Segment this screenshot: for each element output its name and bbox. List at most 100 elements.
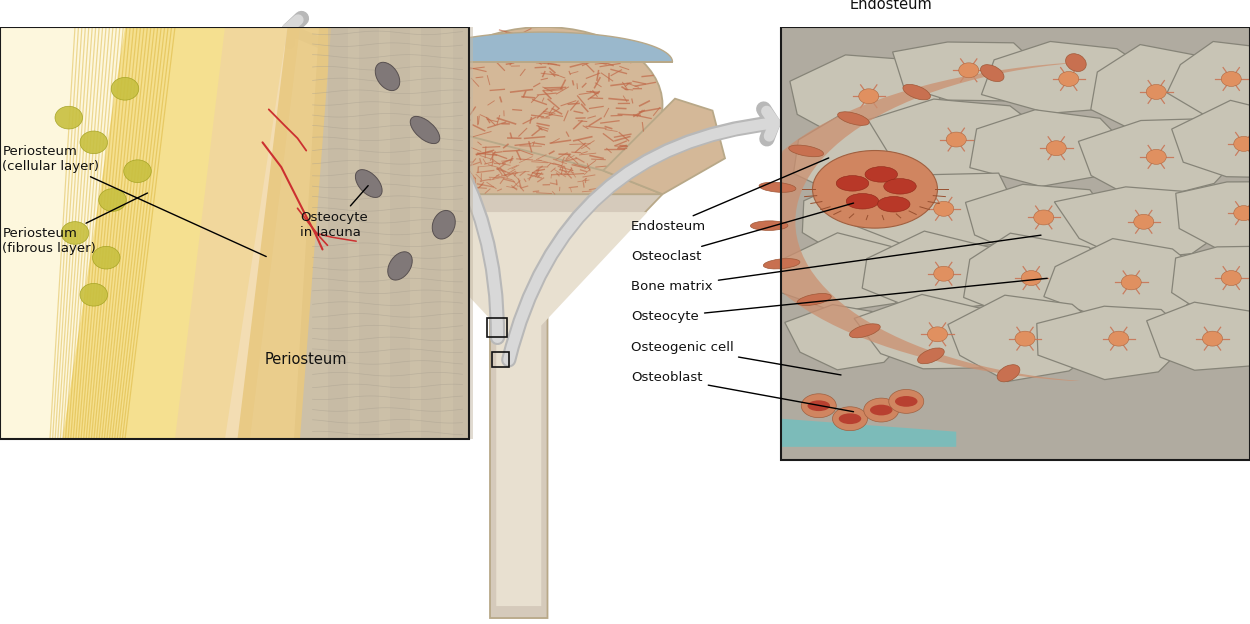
Polygon shape [892,42,1042,101]
Ellipse shape [1234,206,1250,221]
Polygon shape [328,27,348,439]
Polygon shape [1091,44,1236,133]
Polygon shape [1044,238,1214,324]
Polygon shape [781,419,956,447]
Ellipse shape [934,202,954,217]
Polygon shape [1146,302,1250,370]
Circle shape [865,167,897,182]
Polygon shape [1168,41,1250,120]
Ellipse shape [80,283,107,306]
Ellipse shape [1021,271,1041,286]
Ellipse shape [111,77,139,100]
Ellipse shape [1121,275,1141,290]
Ellipse shape [889,389,924,413]
Ellipse shape [764,258,800,269]
Ellipse shape [1109,331,1129,346]
Ellipse shape [55,106,82,129]
Polygon shape [390,27,410,439]
Ellipse shape [1065,54,1086,72]
Polygon shape [0,27,188,439]
Polygon shape [1036,306,1192,379]
Ellipse shape [375,62,400,90]
Text: Periosteum
(fibrous layer): Periosteum (fibrous layer) [2,193,148,255]
Ellipse shape [355,170,382,197]
Ellipse shape [864,398,899,422]
Ellipse shape [980,65,1004,82]
Bar [488,318,508,338]
Circle shape [839,413,861,424]
Text: Endosteum: Endosteum [850,0,932,12]
Circle shape [884,178,916,194]
Ellipse shape [918,348,944,364]
Circle shape [836,175,869,191]
Ellipse shape [1146,149,1166,164]
Polygon shape [62,27,288,439]
Polygon shape [375,128,662,194]
Polygon shape [415,32,672,62]
Ellipse shape [798,293,831,306]
Polygon shape [390,212,648,606]
Polygon shape [794,116,941,196]
Ellipse shape [432,210,455,239]
Bar [0,27,469,439]
Ellipse shape [80,131,107,154]
Circle shape [808,401,830,411]
Text: Osteogenic cell: Osteogenic cell [631,341,841,375]
Ellipse shape [832,407,867,431]
Ellipse shape [1202,331,1222,346]
Polygon shape [375,194,662,618]
Ellipse shape [812,150,938,228]
Polygon shape [238,27,331,439]
Ellipse shape [838,112,869,125]
Ellipse shape [801,394,836,417]
Polygon shape [867,99,1054,177]
Ellipse shape [388,252,412,280]
Ellipse shape [99,188,126,212]
Ellipse shape [1046,141,1066,155]
Circle shape [846,193,879,209]
Circle shape [878,197,910,212]
Polygon shape [421,27,441,439]
Ellipse shape [1015,331,1035,346]
Polygon shape [1176,182,1250,254]
Polygon shape [964,233,1116,317]
Ellipse shape [934,266,954,281]
Polygon shape [1054,187,1236,261]
Ellipse shape [124,160,151,183]
Polygon shape [781,62,1080,381]
Ellipse shape [410,117,440,144]
Polygon shape [854,173,1016,252]
Polygon shape [965,184,1110,258]
Ellipse shape [859,89,879,104]
Polygon shape [785,305,906,370]
Polygon shape [1079,119,1239,202]
Polygon shape [1171,246,1250,322]
Text: Osteoclast: Osteoclast [631,203,854,263]
Ellipse shape [1221,72,1241,86]
Ellipse shape [92,246,120,269]
Ellipse shape [425,27,662,182]
Text: Periosteum: Periosteum [265,353,348,368]
Circle shape [895,396,918,407]
Polygon shape [802,185,930,258]
Polygon shape [854,295,1030,369]
Ellipse shape [902,84,930,100]
Ellipse shape [1059,72,1079,86]
Text: Osteoblast: Osteoblast [631,371,854,412]
Text: Osteocyte
in lacuna: Osteocyte in lacuna [300,185,369,239]
Ellipse shape [789,145,824,157]
Polygon shape [981,41,1162,114]
Bar [0,27,469,439]
Text: Osteocyte: Osteocyte [631,278,1048,323]
Ellipse shape [998,364,1020,382]
Polygon shape [294,27,469,439]
Polygon shape [780,233,931,312]
Ellipse shape [750,221,788,230]
Polygon shape [604,99,725,194]
Ellipse shape [61,222,89,245]
Ellipse shape [1234,137,1250,152]
Polygon shape [1171,100,1250,178]
Ellipse shape [928,327,948,342]
Polygon shape [970,110,1129,187]
Ellipse shape [959,63,979,78]
